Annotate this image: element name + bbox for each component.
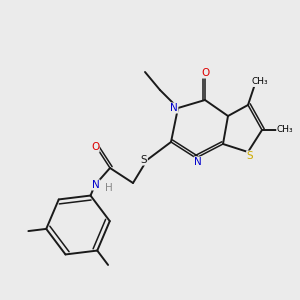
Text: O: O — [201, 68, 209, 78]
Text: H: H — [105, 183, 113, 193]
Text: N: N — [92, 180, 100, 190]
Text: N: N — [170, 103, 178, 113]
Text: O: O — [91, 142, 99, 152]
Text: S: S — [141, 155, 147, 165]
Text: CH₃: CH₃ — [252, 77, 268, 86]
Text: S: S — [247, 151, 253, 161]
Text: N: N — [194, 157, 202, 167]
Text: CH₃: CH₃ — [277, 125, 293, 134]
